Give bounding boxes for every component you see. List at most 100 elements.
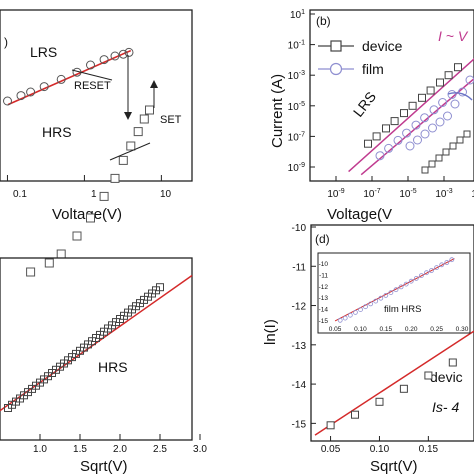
- panel-c-xtick-0: 1.0: [33, 444, 47, 455]
- panel-b-label: (b): [316, 14, 331, 28]
- panel-d-inset-point: [383, 292, 389, 298]
- panel-a-hrs-point: [139, 114, 149, 124]
- panel-d-inset-point: [398, 284, 404, 290]
- panel-b-film-point: [402, 128, 412, 138]
- panel-b-marks: [348, 57, 474, 176]
- panel-d-xtick-0: 0.05: [321, 444, 341, 455]
- legend-marker-device: [330, 40, 342, 52]
- panel-d: (d) ln(I) Sqrt(V) devic Is- 4 -10-11-12-…: [262, 223, 474, 474]
- panel-b-device-point: [372, 132, 381, 141]
- panel-b-device-point: [418, 93, 426, 102]
- panel-d-inset-point: [337, 317, 343, 323]
- panel-a-lrs-point: [26, 87, 36, 97]
- panel-d-inset-point: [413, 275, 419, 281]
- panel-d-ticks: -10-11-12-13-14-150.05 0.10 0.15: [292, 223, 439, 455]
- panel-b-device-point: [390, 117, 399, 126]
- panel-d-device-point: [326, 421, 335, 430]
- panel-d-ytick-5: -15: [292, 419, 307, 430]
- panel-d-xtick-2: 0.15: [419, 444, 439, 455]
- panel-d-ytick-1: -11: [292, 262, 306, 273]
- panel-d-ytick-2: -12: [292, 302, 307, 313]
- panel-b-film-hrs-point: [450, 99, 460, 109]
- panel-b-film-hrs-point: [413, 135, 422, 145]
- panel-b-device-hrs-point: [442, 148, 450, 156]
- panel-b-device-hrs-point: [449, 142, 457, 150]
- panel-a-marks: [3, 47, 162, 277]
- panel-a-hrs-point: [56, 249, 66, 259]
- panel-d-inset-point: [403, 281, 409, 287]
- panel-d-ytick-0: -10: [292, 223, 307, 234]
- panel-b-annotation-ivfit: I ~ V: [438, 28, 469, 44]
- panel-d-inset-ytick-4: -14: [319, 307, 329, 314]
- panel-a-hrs-point: [26, 267, 36, 277]
- panel-d-annotation-is: Is- 4: [432, 399, 459, 415]
- panel-b-xtick-1: 10-7: [363, 188, 380, 200]
- legend-label-film: film: [362, 61, 384, 77]
- panel-d-device-point: [424, 371, 433, 380]
- panel-a-xtick-0: 0.1: [13, 189, 27, 200]
- panel-d-inset-point: [449, 257, 455, 263]
- panel-c-annotation-hrs: HRS: [98, 359, 128, 375]
- panel-a-lrs-point: [110, 51, 120, 61]
- panel-d-inset-point: [378, 295, 384, 301]
- panel-d-device-point: [399, 384, 408, 393]
- panel-d-inset-point: [444, 260, 450, 265]
- panel-d-device-point: [375, 397, 384, 406]
- panel-d-inset-xtick-5: 0.30: [456, 326, 469, 333]
- panel-d-device-point: [448, 358, 457, 367]
- panel-b-ytick-5: 10-9: [288, 162, 305, 174]
- panel-d-inset-ytick-2: -12: [319, 284, 329, 291]
- panel-a-xtick-2: 10: [160, 189, 172, 200]
- panel-b-ytick-1: 10-1: [288, 40, 305, 52]
- panel-b-device-point: [382, 124, 390, 133]
- panel-d-inset-point: [363, 304, 368, 310]
- panel-c-frame: [0, 257, 193, 441]
- panel-c-ticks: 1.0 1.5 2.0 2.5 3.0: [33, 434, 207, 455]
- panel-b-film-point: [411, 120, 421, 130]
- panel-b-ytick-3: 10-5: [288, 101, 305, 113]
- panel-b-device-hrs-point: [463, 130, 471, 138]
- panel-b-film-point: [393, 135, 403, 145]
- panel-b-film-point: [420, 113, 430, 123]
- legend-label-device: device: [362, 38, 403, 54]
- panel-b-film-hrs-point: [443, 111, 452, 121]
- panel-d-fit-line: [314, 330, 474, 436]
- panel-b-film-hrs-point: [435, 117, 445, 127]
- panel-d-inset-point: [347, 312, 353, 318]
- panel-c-marks: [0, 274, 193, 412]
- panel-d-inset-point: [429, 268, 434, 273]
- panel-a-lrs-point: [3, 96, 12, 106]
- panel-b-xtick-0: 10-9: [327, 188, 344, 200]
- panel-a-lrs-point: [99, 55, 109, 65]
- panel-b-device-point: [364, 139, 372, 148]
- panel-a-hrs-point: [133, 127, 143, 137]
- panel-b-film-hrs-point: [465, 75, 474, 85]
- panel-d-xtick-1: 0.10: [370, 444, 390, 455]
- panel-a-lrs-point: [118, 49, 128, 59]
- panel-d-inset-point: [388, 290, 394, 296]
- panel-a-annotation-lrs: LRS: [30, 44, 57, 60]
- panel-d-label: (d): [315, 232, 330, 246]
- panel-a-sweep-arrow: [109, 142, 151, 161]
- panel-d-inset-point: [408, 278, 414, 284]
- panel-d-inset-label: film HRS: [384, 304, 421, 315]
- panel-d-inset-point: [418, 273, 424, 279]
- panel-a-lrs-point: [16, 91, 26, 101]
- panel-a-reset-arrow: [71, 69, 113, 81]
- panel-c-xtick-2: 2.0: [113, 444, 127, 455]
- panel-d-inset-xtick-0: 0.05: [329, 326, 342, 333]
- panel-b-device-point: [454, 63, 462, 72]
- panel-b-device-hrs-point: [435, 154, 443, 162]
- panel-d-inset-ytick-1: -11: [319, 273, 328, 280]
- panel-a-hrs-point: [145, 105, 154, 115]
- panel-a-hrs-point: [44, 258, 54, 268]
- panel-d-inset-point: [358, 307, 363, 313]
- panel-d-inset-point: [373, 298, 379, 304]
- panel-b-film-point: [384, 143, 394, 153]
- panel-b-xlabel: Voltage(V: [327, 206, 392, 223]
- panel-a-annotation-reset: RESET: [74, 80, 111, 92]
- legend-marker-film: [329, 62, 343, 76]
- panel-b-film-hrs-point: [405, 141, 415, 151]
- panel-d-marks: [314, 330, 474, 436]
- panel-b-film-hrs-point: [428, 123, 437, 133]
